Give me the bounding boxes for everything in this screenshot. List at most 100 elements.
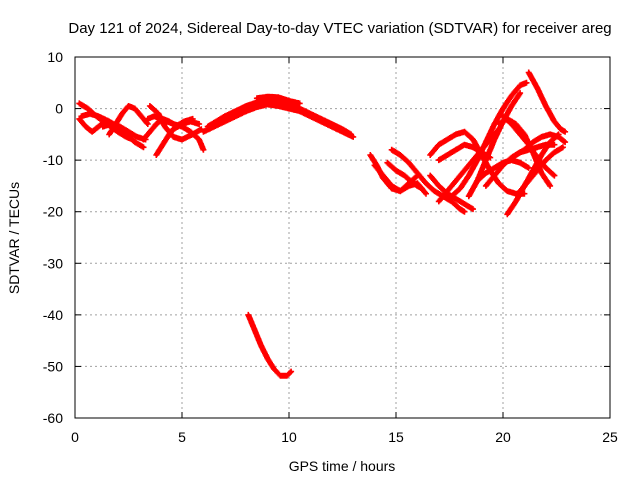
data-point — [518, 161, 522, 165]
data-point — [563, 130, 567, 134]
data-point — [197, 122, 201, 126]
y-tick-label: -10 — [43, 152, 63, 168]
data-point — [167, 120, 171, 123]
data-point — [557, 135, 561, 139]
data-point — [544, 166, 548, 170]
data-point — [454, 132, 458, 136]
data-point — [167, 132, 171, 136]
data-point — [77, 102, 81, 105]
data-point — [234, 114, 237, 118]
data-point — [552, 151, 556, 154]
data-point — [454, 179, 458, 183]
data-point — [285, 374, 289, 378]
series-marks — [525, 69, 569, 135]
data-point — [86, 107, 90, 110]
data-point — [368, 153, 372, 157]
data-point — [341, 130, 344, 134]
data-point — [493, 138, 496, 141]
data-point — [120, 112, 124, 116]
data-point — [109, 122, 113, 126]
data-point — [255, 100, 259, 104]
chart-title: Day 121 of 2024, Sidereal Day-to-day VTE… — [68, 20, 611, 37]
data-point — [428, 153, 432, 157]
data-point — [127, 130, 130, 134]
data-point — [394, 169, 398, 172]
y-tick-label: -20 — [43, 204, 63, 220]
data-point — [514, 153, 518, 157]
data-point — [298, 109, 302, 113]
data-point — [484, 140, 488, 144]
data-point — [463, 210, 466, 214]
data-point — [189, 120, 192, 123]
data-point — [471, 138, 475, 141]
data-point — [552, 120, 556, 123]
series-track-17 — [384, 159, 425, 192]
data-point — [276, 104, 280, 108]
data-point — [540, 153, 543, 157]
data-point — [403, 174, 406, 178]
series-track-18 — [388, 146, 468, 215]
data-point — [463, 202, 466, 206]
data-point — [463, 169, 466, 172]
data-point — [527, 71, 531, 74]
data-point — [544, 104, 548, 108]
data-point — [411, 181, 415, 185]
data-point — [467, 174, 471, 178]
x-tick-label: 10 — [281, 429, 297, 445]
data-point — [493, 166, 496, 170]
y-axis-title: SDTVAR / TECUs — [6, 182, 22, 294]
series-track-30 — [512, 131, 569, 158]
data-point — [101, 125, 105, 129]
series-track-32 — [517, 144, 566, 195]
y-tick-label: 10 — [47, 49, 63, 65]
data-point — [289, 370, 293, 373]
data-point — [157, 112, 160, 116]
series-track-13 — [253, 93, 303, 107]
data-point — [202, 148, 205, 152]
data-point — [133, 140, 137, 144]
series-track-12 — [200, 101, 357, 140]
data-point — [266, 357, 269, 361]
data-point — [527, 166, 531, 170]
data-point — [510, 94, 513, 98]
data-point — [548, 184, 552, 188]
data-point — [497, 122, 501, 126]
data-point — [135, 135, 139, 139]
data-point — [390, 148, 394, 152]
data-point — [319, 120, 323, 123]
data-point — [559, 127, 563, 131]
x-tick-label: 5 — [178, 429, 186, 445]
data-point — [531, 140, 535, 144]
data-point — [535, 86, 539, 90]
data-point — [514, 200, 518, 203]
data-point — [437, 158, 441, 162]
axis-ticks: 0 5 10 15 20 25 10 0 -10 -20 -30 -40 -50 -60 — [43, 49, 618, 445]
y-tick-label: -50 — [43, 358, 63, 374]
data-point — [77, 117, 81, 121]
data-point — [561, 145, 565, 149]
data-point — [142, 138, 145, 141]
data-point — [463, 143, 466, 147]
data-point — [246, 313, 250, 317]
data-point — [276, 95, 280, 99]
x-tick-label: 0 — [71, 429, 79, 445]
data-point — [142, 145, 145, 149]
data-point — [97, 125, 100, 129]
data-point — [437, 143, 441, 147]
data-point — [146, 117, 150, 121]
data-point — [445, 189, 449, 193]
data-point — [433, 189, 436, 193]
data-point — [445, 153, 449, 157]
data-point — [172, 127, 175, 131]
data-point — [540, 135, 543, 139]
data-point — [535, 169, 539, 172]
data-point — [152, 114, 156, 118]
data-point — [525, 81, 528, 85]
data-point — [223, 120, 227, 123]
data-point — [154, 122, 158, 126]
data-point — [139, 114, 143, 118]
data-point — [450, 200, 454, 203]
data-point — [475, 158, 479, 162]
data-point — [266, 103, 269, 106]
